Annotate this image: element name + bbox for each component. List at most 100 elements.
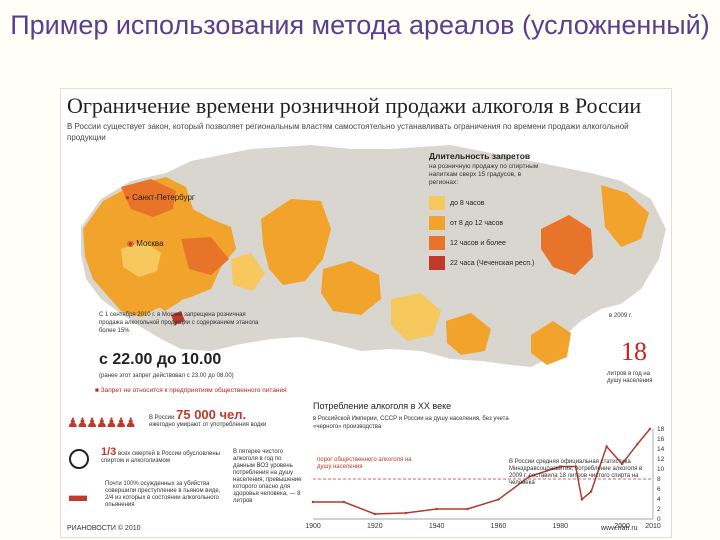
restaurant-exemption: ■ Запрет не относится к предприятиям общ…	[95, 387, 295, 394]
chart-latest-note: В России средняя официальная статистика …	[509, 459, 643, 486]
legend-item: от 8 до 12 часов	[429, 213, 549, 233]
x-tick-label: 1920	[367, 523, 383, 530]
y-tick-label: 18	[657, 426, 665, 433]
legend-subtitle: на розничную продажу по спиртным напитка…	[429, 163, 539, 186]
restaurant-exemption-text: Запрет не относится к предприятиям общес…	[100, 387, 287, 394]
map-region-south	[151, 285, 181, 311]
legend-label: от 8 до 12 часов	[450, 219, 504, 227]
map-region-ural	[231, 253, 265, 291]
map-region-siberia-3	[391, 293, 441, 341]
data-point	[342, 500, 346, 504]
deaths-prefix: В России	[149, 415, 175, 421]
y-tick-label: 2	[657, 506, 661, 513]
side-note-prefix: в 2009 г.	[609, 313, 632, 319]
data-point	[580, 498, 584, 501]
x-tick-label: 2010	[645, 523, 661, 530]
share-number: 1/3	[101, 446, 117, 458]
people-icon: ♟♟♟♟♟♟♟	[67, 415, 137, 430]
city-marker-icon: ◉	[127, 239, 134, 248]
city-marker-icon: ●	[125, 193, 130, 202]
legend-label: до 8 часов	[450, 199, 485, 207]
x-axis-ticks: 1900 1920 1940 1960 1980 2000 2010	[305, 523, 661, 530]
y-tick-label: 8	[657, 476, 661, 483]
data-point	[559, 465, 562, 468]
consumption-chart: 1900 1920 1940 1960 1980 2000 2010 0 2 4 6 8 10 12 14…	[305, 426, 664, 530]
pie-icon	[69, 449, 89, 469]
share-stat: 1/3 всех смертей в России обусловлены сп…	[101, 446, 221, 465]
data-point	[466, 507, 469, 511]
y-tick-label: 12	[657, 456, 665, 463]
warning-icon: ■	[95, 387, 99, 394]
chart-title: Потребление алкоголя в XX веке	[313, 401, 452, 411]
x-tick-label: 1960	[491, 523, 507, 530]
moscow-note-intro: С 1 сентября 2010 г. в Москве запрещена …	[99, 312, 259, 334]
legend-title: Длительность запретов	[429, 151, 531, 161]
y-tick-label: 16	[657, 436, 665, 443]
map-region-volga	[181, 237, 229, 275]
consumption-points	[311, 427, 652, 516]
gun-icon: ▬	[69, 485, 87, 505]
infographic: 1900 1920 1940 1960 1980 2000 2010 0 2 4 6 8 10 12 14…	[60, 88, 672, 538]
infographic-headline: Ограничение времени розничной продажи ал…	[67, 93, 642, 118]
map-region-far-east-2	[601, 185, 649, 247]
data-point	[605, 445, 608, 448]
city-spb: ● Санкт-Петербург	[125, 193, 195, 202]
y-tick-label: 14	[657, 446, 665, 453]
map-region-chechnya	[171, 311, 185, 325]
y-tick-label: 6	[657, 486, 661, 493]
data-point	[311, 500, 315, 504]
data-point	[589, 490, 593, 493]
x-tick-label: 1980	[552, 523, 568, 530]
consumption-note: В пятерке чистого алкоголя в год по данн…	[233, 449, 302, 504]
data-point	[574, 465, 577, 468]
chart-threshold-note: порог общественного алкоголя на душу нас…	[317, 457, 412, 470]
side-note-number: 18	[621, 337, 647, 366]
legend-item: 12 часов и более	[429, 233, 549, 253]
map-legend: Длительность запретов на розничную прода…	[429, 151, 549, 273]
map-region-west	[83, 177, 236, 317]
map-base-territory	[81, 145, 666, 367]
data-point	[528, 475, 531, 478]
legend-swatch	[429, 216, 445, 230]
x-tick-label: 1940	[429, 523, 445, 530]
data-point	[648, 427, 652, 431]
data-point	[497, 498, 500, 501]
legend-label: 22 часа (Чеченская респ.)	[450, 259, 535, 267]
infographic-subtitle: В России существует закон, который позво…	[67, 122, 629, 142]
consumption-line	[313, 428, 651, 515]
data-point	[636, 442, 639, 446]
map-region-siberia-2	[321, 261, 381, 315]
deaths-stat: В России 75 000 чел. ежегодно умирают от…	[149, 408, 299, 429]
footer-right: www.rian.ru	[601, 525, 638, 532]
city-spb-label: Санкт-Петербург	[132, 193, 195, 202]
share-text: всех смертей в России обусловлены спирто…	[101, 451, 220, 464]
russia-map: 1900 1920 1940 1960 1980 2000 2010 0 2 4 6 8 10 12 14…	[81, 145, 666, 530]
data-point	[435, 507, 438, 511]
slide-title: Пример использования метода ареалов (усл…	[10, 10, 710, 40]
legend-item: 22 часа (Чеченская респ.)	[429, 253, 549, 273]
moscow-ban-time: с 22.00 до 10.00	[99, 351, 222, 368]
legend-swatch	[429, 196, 445, 210]
y-axis-ticks: 0 2 4 6 8 10 12 14 16 18	[657, 426, 665, 523]
y-tick-label: 10	[657, 466, 665, 473]
moscow-note-after: (ранее этот запрет действовал с 23.00 до…	[99, 373, 234, 379]
chart-subtitle: в Российской Империи, СССР и России на д…	[313, 416, 509, 430]
side-note-suffix: литров в год на душу населения	[607, 371, 653, 384]
legend-swatch	[429, 236, 445, 250]
y-tick-label: 0	[657, 516, 661, 523]
legend-item: до 8 часов	[429, 193, 549, 213]
city-moscow-label: Москва	[136, 239, 164, 248]
crime-stat: Почти 100% осужденных за убийства соверш…	[105, 481, 221, 508]
map-region-siberia-1	[261, 199, 331, 285]
x-tick-label: 2000	[614, 523, 630, 530]
data-point	[620, 462, 624, 466]
legend-swatch	[429, 256, 445, 270]
deaths-number: 75 000 чел.	[176, 407, 247, 422]
y-tick-label: 4	[657, 496, 661, 503]
deaths-text: ежегодно умирают от употребления водки	[149, 422, 267, 428]
data-point	[373, 512, 377, 516]
map-region-northwest	[121, 179, 176, 217]
map-region-far-east-1	[541, 215, 593, 275]
footer-left: РИАНОВОСТИ © 2010	[67, 525, 141, 532]
data-point	[404, 511, 407, 515]
